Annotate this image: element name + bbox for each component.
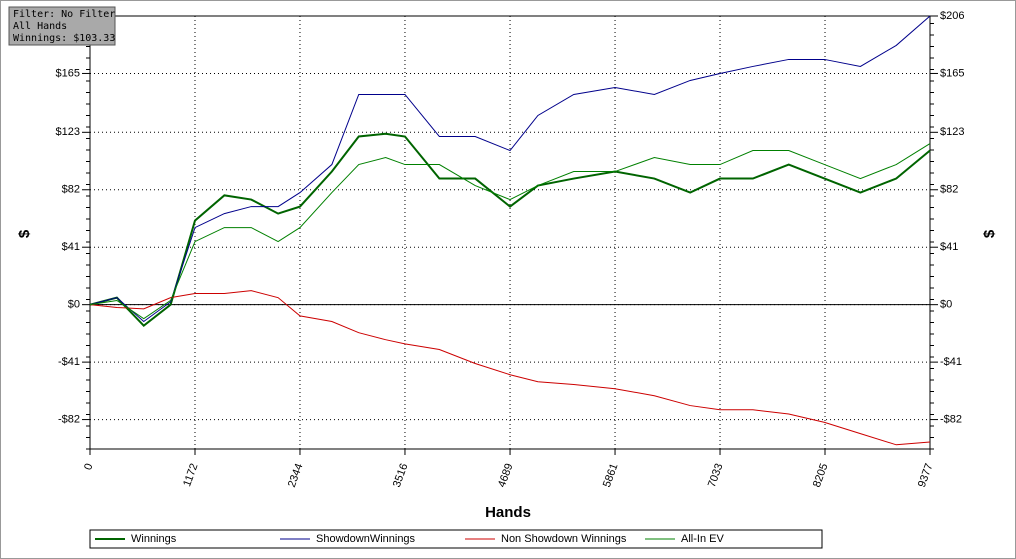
y-tick-label: $165 bbox=[56, 67, 80, 79]
x-tick-label: 0 bbox=[82, 462, 95, 472]
y2-tick-label: $165 bbox=[940, 67, 964, 79]
y-tick-label: -$82 bbox=[58, 413, 80, 425]
y-axis-label: $ bbox=[16, 229, 33, 238]
y2-tick-label: -$41 bbox=[940, 356, 962, 368]
legend-label: Non Showdown Winnings bbox=[501, 533, 627, 545]
y-tick-label: $0 bbox=[68, 299, 80, 311]
y-tick-label: $82 bbox=[62, 184, 80, 196]
legend bbox=[89, 529, 823, 549]
y-tick-label: $41 bbox=[62, 241, 80, 253]
info-text: Winnings: $103.33 bbox=[13, 33, 115, 44]
legend-label: ShowdownWinnings bbox=[316, 533, 416, 545]
y-tick-label: $123 bbox=[56, 126, 80, 138]
y2-tick-label: $41 bbox=[940, 241, 958, 253]
y2-axis-label: $ bbox=[981, 229, 998, 238]
info-background bbox=[8, 6, 116, 46]
y2-tick-label: $82 bbox=[940, 184, 958, 196]
series-line bbox=[89, 290, 931, 446]
info-text: All Hands bbox=[13, 21, 67, 32]
y2-tick-label: $123 bbox=[940, 126, 964, 138]
plot-area bbox=[89, 15, 931, 450]
x-axis-label: Hands bbox=[485, 504, 531, 521]
y-tick-label: -$41 bbox=[58, 356, 80, 368]
y2-tick-label: -$82 bbox=[940, 413, 962, 425]
legend-label: Winnings bbox=[131, 533, 177, 545]
info-text: Filter: No Filter bbox=[13, 9, 115, 20]
y2-tick-label: $0 bbox=[940, 299, 952, 311]
y2-tick-label: $206 bbox=[940, 10, 964, 22]
series-line bbox=[89, 132, 931, 328]
series-line bbox=[89, 15, 931, 323]
legend-label: All-In EV bbox=[681, 533, 724, 545]
series-line bbox=[89, 143, 931, 320]
